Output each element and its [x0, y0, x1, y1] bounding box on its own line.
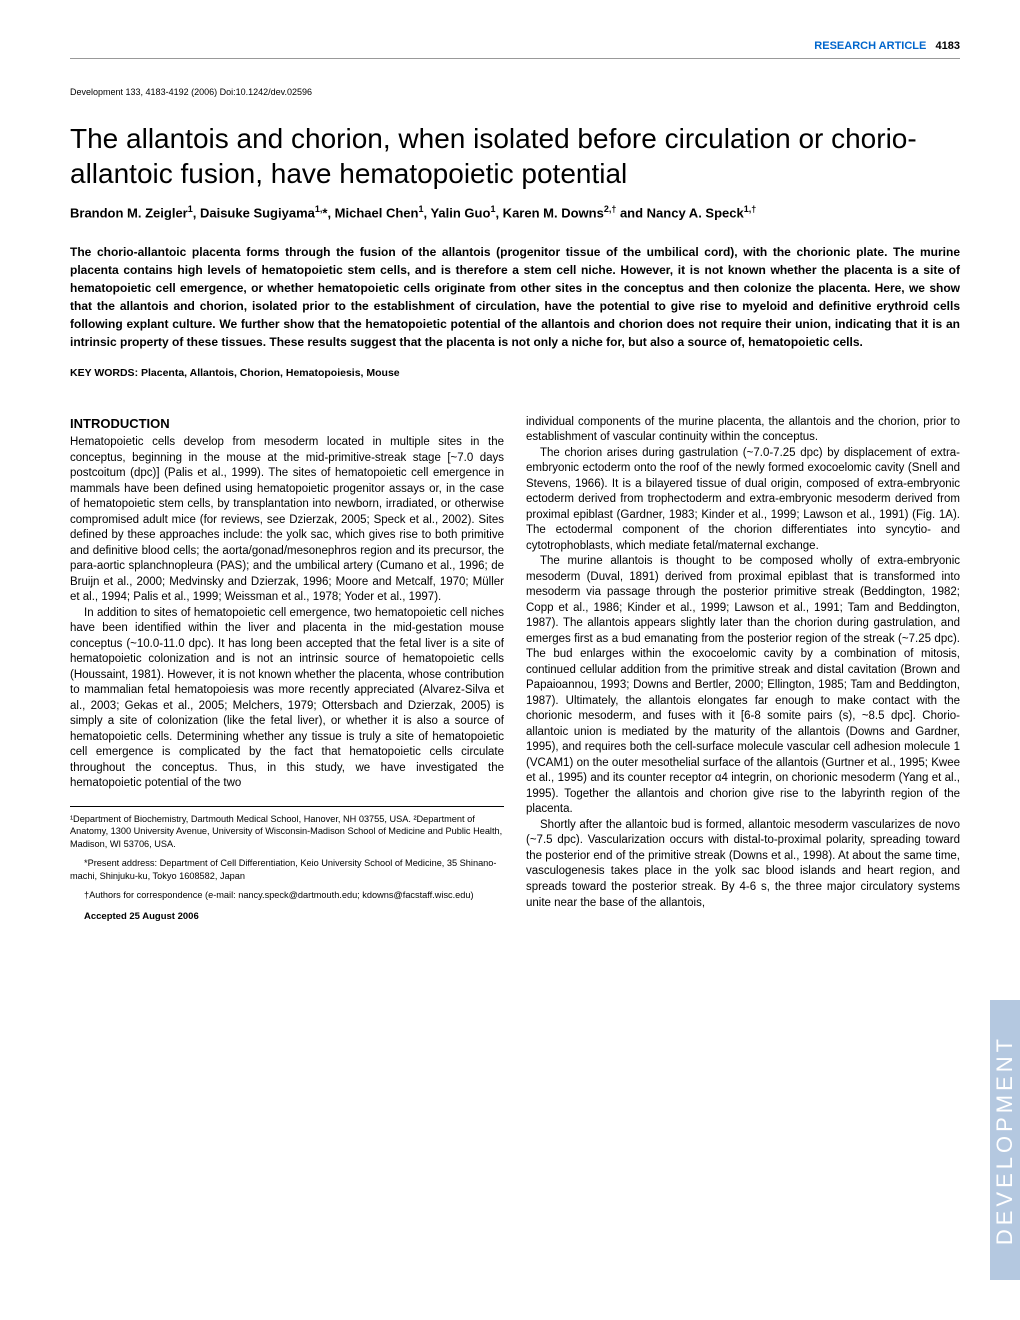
correspondence: †Authors for correspondence (e-mail: nan… [70, 889, 504, 901]
article-title: The allantois and chorion, when isolated… [70, 121, 960, 191]
abstract: The chorio-allantoic placenta forms thro… [70, 243, 960, 351]
body-paragraph: In addition to sites of hematopoietic ce… [70, 606, 504, 792]
citation: Development 133, 4183-4192 (2006) Doi:10… [70, 87, 960, 97]
page-header: RESEARCH ARTICLE 4183 [70, 40, 960, 52]
right-column: individual components of the murine plac… [526, 415, 960, 932]
accepted-date: Accepted 25 August 2006 [70, 911, 504, 924]
footnotes: ¹Department of Biochemistry, Dartmouth M… [70, 813, 504, 924]
journal-side-tab: DEVELOPMENT [990, 1000, 1020, 1280]
body-paragraph: individual components of the murine plac… [526, 415, 960, 446]
body-paragraph: Hematopoietic cells develop from mesoder… [70, 435, 504, 606]
body-paragraph: The murine allantois is thought to be co… [526, 554, 960, 818]
body-paragraph: The chorion arises during gastrulation (… [526, 446, 960, 555]
authors: Brandon M. Zeigler1, Daisuke Sugiyama1,*… [70, 203, 960, 223]
side-tab-label: DEVELOPMENT [992, 1035, 1018, 1245]
affiliations: ¹Department of Biochemistry, Dartmouth M… [70, 813, 504, 850]
introduction-heading: INTRODUCTION [70, 415, 504, 433]
footnote-rule [70, 806, 504, 807]
header-label: RESEARCH ARTICLE [814, 40, 926, 52]
keywords: KEY WORDS: Placenta, Allantois, Chorion,… [70, 367, 960, 379]
body-columns: INTRODUCTION Hematopoietic cells develop… [70, 415, 960, 932]
body-paragraph: Shortly after the allantoic bud is forme… [526, 818, 960, 911]
left-column: INTRODUCTION Hematopoietic cells develop… [70, 415, 504, 932]
header-page-number: 4183 [936, 40, 960, 52]
present-address: *Present address: Department of Cell Dif… [70, 857, 504, 882]
header-rule [70, 58, 960, 59]
